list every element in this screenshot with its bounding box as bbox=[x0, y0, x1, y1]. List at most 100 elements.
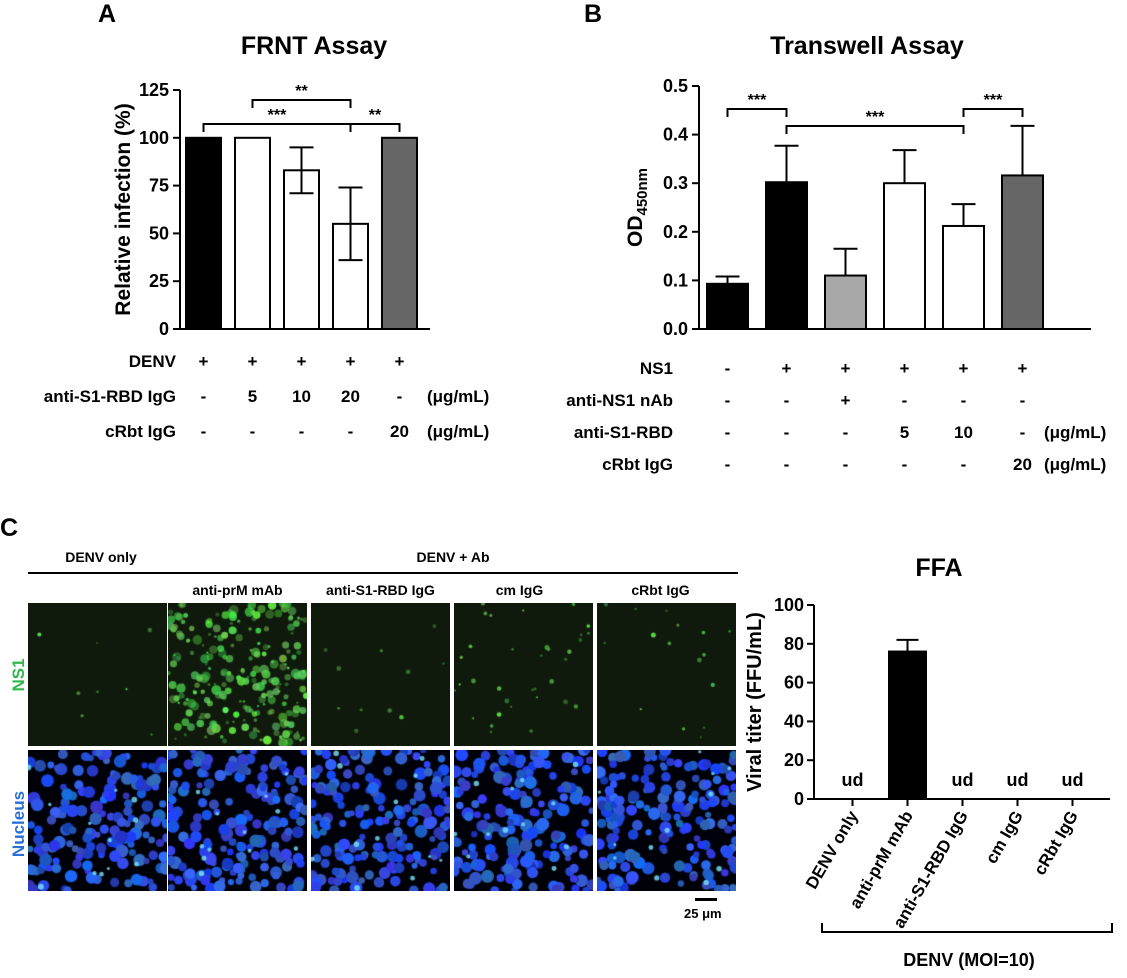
y-tick-label: 0.0 bbox=[663, 319, 688, 339]
bar bbox=[381, 136, 418, 330]
significance-label: ** bbox=[369, 107, 382, 124]
ns1-image-crbt-igg bbox=[597, 603, 736, 746]
scale-bar-line bbox=[695, 898, 717, 901]
condition-value: - bbox=[250, 422, 256, 441]
y-tick-label: 75 bbox=[149, 176, 169, 196]
y-tick-label: 0.3 bbox=[663, 173, 688, 193]
bar-label: ud bbox=[1062, 770, 1084, 790]
y-tick-label: 60 bbox=[784, 673, 804, 693]
bar bbox=[824, 274, 867, 331]
bar-label: ud bbox=[842, 770, 864, 790]
bar bbox=[883, 182, 926, 330]
condition-value: - bbox=[725, 455, 731, 474]
y-axis-label: Viral titer (FFU/mL) bbox=[744, 612, 766, 792]
chart-title: Transwell Assay bbox=[770, 32, 964, 60]
condition-value: + bbox=[900, 359, 910, 378]
condition-value: - bbox=[961, 391, 967, 410]
transwell-assay-chart: Transwell Assay 0.0 0.1 0.2 0.3 0.4 0.5 OD450nm… bbox=[566, 32, 1106, 474]
condition-value: - bbox=[348, 422, 354, 441]
bar bbox=[283, 169, 320, 330]
y-tick-label: 0.4 bbox=[663, 125, 688, 145]
condition-value: + bbox=[248, 352, 258, 371]
row-label-nucleus: Nucleus bbox=[9, 791, 28, 857]
y-tick-label: 80 bbox=[784, 634, 804, 654]
y-axis-label: Relative infection (%) bbox=[112, 103, 135, 315]
bar bbox=[765, 181, 808, 330]
condition-value: + bbox=[1018, 359, 1028, 378]
condition-label: cRbt IgG bbox=[105, 422, 176, 441]
condition-value: - bbox=[843, 455, 849, 474]
significance-label: ** bbox=[295, 83, 308, 100]
condition-value: + bbox=[841, 391, 851, 410]
y-tick-label: 50 bbox=[149, 223, 169, 243]
significance-bracket bbox=[962, 108, 1024, 117]
x-tick-label: cRbt IgG bbox=[1030, 808, 1082, 879]
condition-label: anti-S1-RBD IgG bbox=[44, 387, 176, 406]
condition-value: + bbox=[346, 352, 356, 371]
y-tick-label: 0.2 bbox=[663, 222, 688, 242]
significance-bracket bbox=[251, 99, 352, 108]
scale-bar-label: 25 μm bbox=[684, 906, 722, 921]
significance-bracket bbox=[349, 123, 401, 132]
nucleus-image-anti-s1-rbd bbox=[311, 750, 450, 891]
condition-value: - bbox=[201, 422, 207, 441]
condition-value: - bbox=[725, 423, 731, 442]
group-denv-ab-label: DENV + Ab bbox=[416, 549, 490, 565]
condition-value: - bbox=[902, 455, 908, 474]
significance-label: *** bbox=[866, 109, 885, 126]
group-denv-only-line bbox=[28, 572, 174, 574]
y-tick-label: 100 bbox=[774, 595, 804, 615]
condition-value: - bbox=[201, 387, 207, 406]
y-tick-label: 0 bbox=[794, 789, 804, 809]
ns1-image-anti-s1-rbd bbox=[311, 603, 450, 746]
row-label-ns1: NS1 bbox=[9, 658, 28, 691]
condition-value: - bbox=[1020, 391, 1026, 410]
bar bbox=[942, 224, 985, 330]
group-denv-ab-line bbox=[168, 572, 738, 574]
condition-label: cRbt IgG bbox=[602, 455, 673, 474]
significance-bracket bbox=[785, 125, 965, 134]
condition-value: 20 bbox=[390, 422, 409, 441]
row-labels: NS1 Nucleus bbox=[9, 658, 28, 857]
bar bbox=[332, 222, 369, 330]
y-tick-label: 20 bbox=[784, 750, 804, 770]
bar bbox=[1001, 174, 1044, 330]
condition-value: - bbox=[299, 422, 305, 441]
y-tick-label: 40 bbox=[784, 711, 804, 731]
nucleus-image-cm-igg bbox=[454, 750, 593, 891]
condition-value: - bbox=[784, 423, 790, 442]
condition-value: 10 bbox=[954, 423, 973, 442]
column-label-anti-prm: anti-prM mAb bbox=[192, 582, 283, 598]
significance-label: *** bbox=[748, 92, 767, 109]
y-tick-label: 125 bbox=[139, 80, 169, 100]
x-tick-label: cm IgG bbox=[982, 808, 1027, 867]
bar-label: ud bbox=[1007, 770, 1029, 790]
condition-value: + bbox=[959, 359, 969, 378]
condition-value: 5 bbox=[900, 423, 909, 442]
significance-label: *** bbox=[268, 107, 287, 124]
panel-label-b: B bbox=[584, 0, 603, 28]
x-tick-label: DENV only bbox=[802, 807, 862, 892]
condition-label: DENV bbox=[129, 352, 177, 371]
x-group-bracket bbox=[821, 923, 1113, 933]
condition-value: + bbox=[841, 359, 851, 378]
ffa-chart: FFA 0 20 40 60 80 100 Viral titer (FFU/mL) ud DEN… bbox=[744, 554, 1113, 970]
x-axis-label: DENV (MOI=10) bbox=[903, 950, 1035, 970]
condition-value: - bbox=[961, 455, 967, 474]
condition-value: - bbox=[784, 391, 790, 410]
nucleus-image-anti-prm bbox=[168, 750, 307, 891]
chart-title: FFA bbox=[915, 554, 962, 582]
y-axis-label: OD450nm bbox=[624, 168, 651, 247]
condition-value: + bbox=[199, 352, 209, 371]
condition-value: - bbox=[725, 391, 731, 410]
y-tick-label: 100 bbox=[139, 128, 169, 148]
condition-unit: (μg/mL) bbox=[1044, 423, 1106, 442]
condition-value: - bbox=[784, 455, 790, 474]
condition-unit: (μg/mL) bbox=[427, 387, 489, 406]
condition-value: + bbox=[395, 352, 405, 371]
condition-unit: (μg/mL) bbox=[427, 422, 489, 441]
ns1-image-denv-only bbox=[28, 603, 167, 746]
condition-value: 20 bbox=[1013, 455, 1032, 474]
significance-label: *** bbox=[984, 92, 1003, 109]
significance-bracket bbox=[202, 123, 352, 132]
